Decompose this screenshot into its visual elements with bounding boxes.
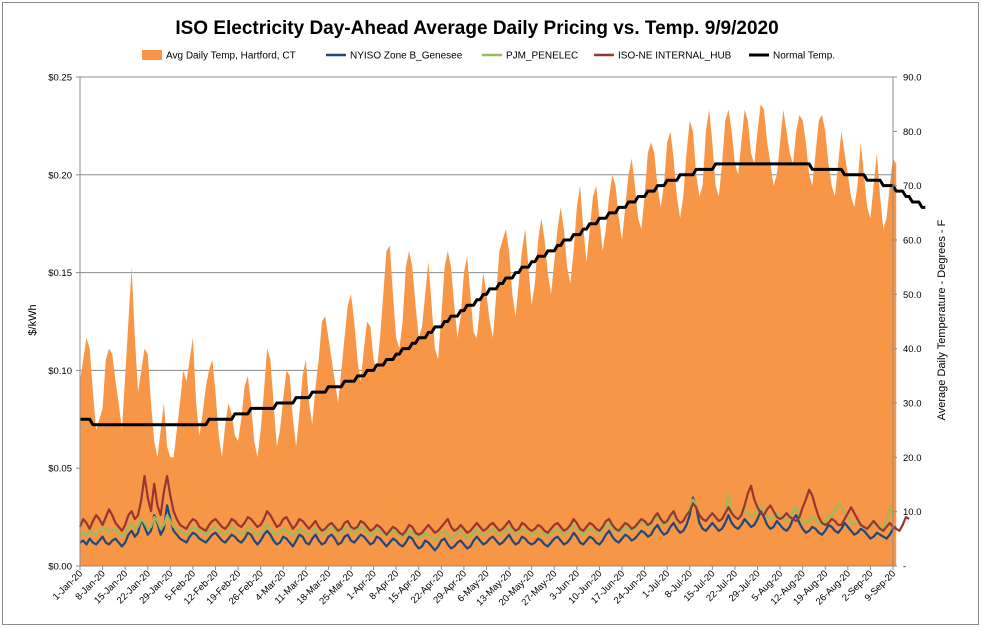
y-left-tick-label: $0.05 (48, 464, 72, 475)
temperature-area-series (80, 104, 897, 567)
legend-label: NYISO Zone B_Genesee (350, 51, 463, 62)
y-right-tick-label: 40.0 (903, 344, 922, 355)
y-left-tick-label: $0.00 (48, 562, 72, 573)
y-right-tick-label: 50.0 (903, 290, 922, 301)
legend-label: Avg Daily Temp, Hartford, CT (166, 51, 296, 62)
y-right-tick-label: 80.0 (903, 127, 922, 138)
legend-label: PJM_PENELEC (506, 51, 578, 62)
legend: Avg Daily Temp, Hartford, CT NYISO Zone B… (142, 50, 835, 62)
legend-label: ISO-NE INTERNAL_HUB (618, 51, 732, 62)
price-lines (78, 162, 926, 552)
y-axis-right-title: Average Daily Temperature - Degrees - F (936, 219, 948, 420)
y-right-tick-label: 20.0 (903, 453, 922, 464)
y-right-tick-label: - (903, 562, 906, 573)
normal-temp-line (80, 162, 926, 427)
legend-label: Normal Temp. (773, 51, 835, 62)
y-left-tick-label: $0.10 (48, 366, 72, 377)
iso-ne-internal-hub-line (78, 474, 910, 536)
y-axis-left-title: $/kWh (27, 304, 39, 335)
y-left-tick-label: $0.20 (48, 170, 72, 181)
legend-swatch-area (142, 50, 162, 60)
y-left-tick-label: $0.15 (48, 268, 72, 279)
y-right-tick-label: 60.0 (903, 236, 922, 247)
y-left-tick-label: $0.25 (48, 73, 72, 84)
temperature-area (80, 104, 897, 567)
chart-title: ISO Electricity Day-Ahead Average Daily … (175, 18, 778, 39)
y-right-tick-label: 90.0 (903, 73, 922, 84)
y-right-tick-label: 70.0 (903, 181, 922, 192)
y-right-tick-label: 30.0 (903, 399, 922, 410)
y-right-tick-label: 10.0 (903, 507, 922, 518)
